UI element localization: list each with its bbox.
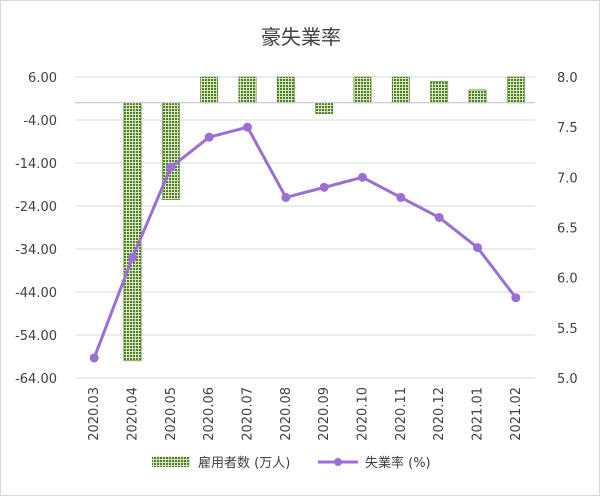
left-tick-label: -34.00 bbox=[15, 243, 57, 258]
gridlines bbox=[75, 76, 535, 379]
line-point bbox=[243, 122, 252, 132]
bar bbox=[430, 81, 449, 104]
right-tick-label: 7.5 bbox=[557, 121, 578, 136]
line-point bbox=[434, 212, 444, 222]
left-tick-label: -44.00 bbox=[15, 286, 57, 301]
left-tick-label: -14.00 bbox=[15, 157, 57, 172]
x-tick-label: 2021.01 bbox=[471, 387, 486, 441]
bar bbox=[200, 76, 219, 104]
bar bbox=[353, 76, 372, 104]
line-point bbox=[204, 132, 214, 142]
right-tick-label: 8.0 bbox=[557, 71, 578, 86]
left-tick-label: 6.00 bbox=[28, 71, 57, 86]
left-tick-label: -4.00 bbox=[23, 114, 57, 129]
line-point bbox=[281, 192, 291, 202]
left-tick-label: -64.00 bbox=[15, 372, 57, 387]
bar bbox=[276, 76, 295, 104]
line-series bbox=[89, 122, 521, 363]
x-tick-label: 2020.05 bbox=[164, 387, 179, 441]
x-tick-label: 2020.10 bbox=[356, 387, 371, 441]
legend-line-label: 失業率 (%) bbox=[365, 455, 431, 471]
line-point bbox=[511, 293, 521, 303]
right-tick-label: 7.0 bbox=[557, 171, 578, 186]
x-tick-label: 2020.06 bbox=[202, 387, 217, 441]
line-point bbox=[166, 162, 176, 172]
chart-title: 豪失業率 bbox=[261, 25, 341, 49]
line-point bbox=[473, 243, 482, 253]
line-path bbox=[92, 125, 518, 360]
right-axis-ticks: 8.0 7.5 7.0 6.5 6.0 5.5 5.0 bbox=[557, 71, 578, 387]
x-tick-label: 2020.08 bbox=[279, 387, 294, 441]
bar bbox=[506, 76, 525, 104]
legend-bar-label: 雇用者数 (万人) bbox=[198, 455, 290, 471]
bar bbox=[238, 76, 257, 104]
x-tick-label: 2021.02 bbox=[509, 387, 524, 441]
bar bbox=[391, 76, 410, 104]
x-tick-label: 2020.03 bbox=[87, 387, 102, 441]
bar bbox=[123, 102, 142, 362]
x-axis-ticks: 2020.03 2020.04 2020.05 2020.06 2020.07 2020.… bbox=[87, 387, 524, 441]
legend: 雇用者数 (万人) 失業率 (%) bbox=[152, 455, 431, 471]
right-tick-label: 6.5 bbox=[557, 222, 578, 237]
left-tick-label: -54.00 bbox=[15, 329, 57, 344]
left-axis-ticks: 6.00 -4.00 -14.00 -24.00 -34.00 -44.00 -54.00 -… bbox=[15, 71, 57, 387]
bar bbox=[315, 102, 334, 114]
x-tick-label: 2020.07 bbox=[241, 387, 256, 441]
line-point bbox=[358, 172, 367, 182]
bar bbox=[468, 89, 487, 104]
right-tick-label: 5.5 bbox=[557, 322, 578, 337]
right-tick-label: 5.0 bbox=[557, 372, 578, 387]
line-point bbox=[396, 192, 406, 202]
line-point bbox=[89, 353, 99, 363]
line-point bbox=[128, 253, 137, 263]
x-tick-label: 2020.11 bbox=[394, 387, 409, 441]
x-tick-label: 2020.09 bbox=[317, 387, 332, 441]
right-tick-label: 6.0 bbox=[557, 272, 578, 287]
x-tick-label: 2020.04 bbox=[126, 387, 141, 441]
legend-line-marker bbox=[334, 458, 342, 466]
x-tick-label: 2020.12 bbox=[432, 387, 447, 441]
legend-bar-swatch bbox=[152, 457, 190, 467]
left-tick-label: -24.00 bbox=[15, 200, 57, 215]
line-point bbox=[319, 182, 329, 192]
